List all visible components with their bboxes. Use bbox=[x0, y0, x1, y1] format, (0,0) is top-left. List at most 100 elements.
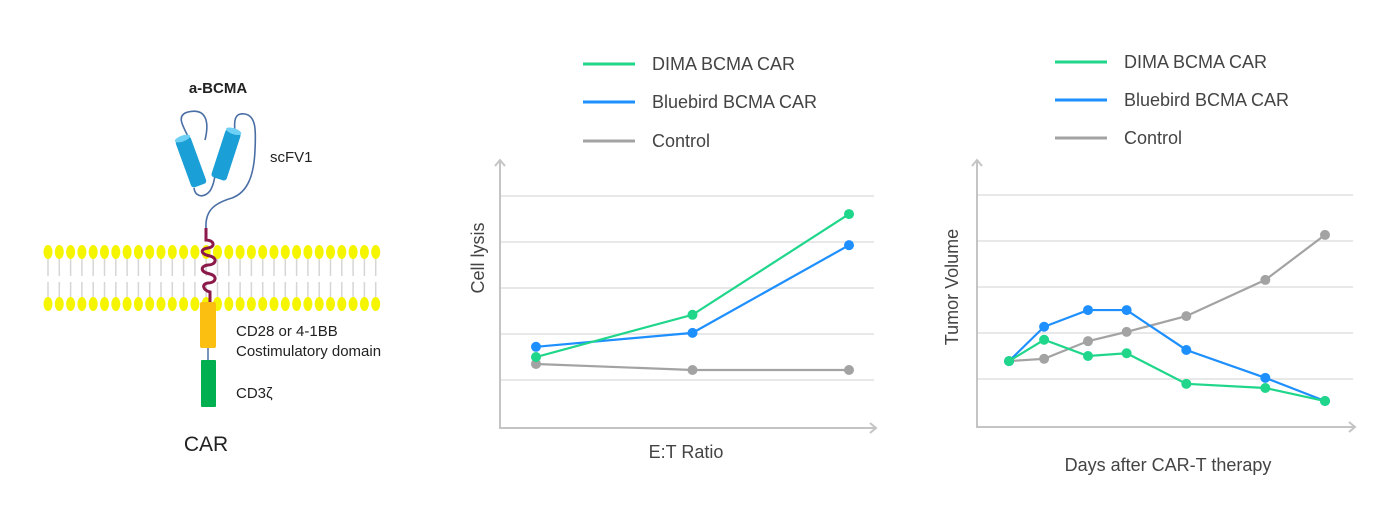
lipid-head bbox=[43, 297, 53, 311]
data-point bbox=[1320, 396, 1330, 407]
lipid-head bbox=[167, 245, 177, 259]
lipid-head bbox=[235, 245, 245, 259]
lipid-head bbox=[54, 297, 64, 311]
y-axis-label: Tumor Volume bbox=[942, 229, 962, 345]
lipid-head bbox=[303, 297, 313, 311]
legend-label: Control bbox=[1124, 128, 1182, 148]
lipid-head bbox=[66, 297, 76, 311]
lipid-head bbox=[348, 245, 358, 259]
y-axis-arrow-icon bbox=[971, 158, 983, 167]
data-point bbox=[687, 327, 698, 338]
cd3-label: CD3ζ bbox=[236, 385, 273, 402]
x-axis-arrow-icon bbox=[869, 422, 878, 434]
series-line-bluebird-bcma-car bbox=[1008, 308, 1326, 403]
lipid-head bbox=[258, 297, 268, 311]
lipid-head bbox=[77, 297, 87, 311]
axes bbox=[976, 160, 1355, 428]
costimulatory-domain bbox=[200, 302, 216, 348]
lipid-head bbox=[167, 297, 177, 311]
lipid-head bbox=[179, 297, 189, 311]
lipid-head bbox=[100, 297, 109, 311]
data-point bbox=[1004, 356, 1014, 367]
lipid-head bbox=[111, 245, 121, 259]
lipid-head bbox=[337, 245, 347, 259]
lipid-head bbox=[269, 245, 279, 259]
legend-label: Control bbox=[652, 131, 710, 151]
data-point bbox=[1121, 305, 1132, 316]
data-point bbox=[1260, 274, 1271, 285]
lipid-head bbox=[224, 245, 234, 259]
lipid-head bbox=[88, 297, 98, 311]
costim-label-2: Costimulatory domain bbox=[236, 343, 381, 360]
legend-item: DIMA BCMA CAR bbox=[1055, 52, 1267, 72]
lipid-head bbox=[145, 297, 155, 311]
lipid-head bbox=[292, 297, 302, 311]
lipid-head bbox=[246, 297, 256, 311]
data-point bbox=[531, 352, 541, 363]
lipid-head bbox=[122, 297, 132, 311]
data-point bbox=[1039, 321, 1050, 332]
data-point bbox=[1260, 383, 1271, 394]
data-point bbox=[1121, 326, 1132, 337]
legend-label: Bluebird BCMA CAR bbox=[652, 92, 817, 112]
lipid-head bbox=[190, 245, 200, 259]
data-point bbox=[1039, 334, 1050, 345]
lipid-head bbox=[145, 245, 155, 259]
legend-item: Control bbox=[583, 131, 710, 151]
lipid-head bbox=[337, 297, 347, 311]
data-point bbox=[1181, 344, 1192, 355]
lipid-head bbox=[326, 297, 335, 311]
costim-label-1: CD28 or 4-1BB bbox=[236, 323, 338, 340]
data-point bbox=[1181, 311, 1192, 322]
lipid-head bbox=[100, 245, 109, 259]
data-point bbox=[1320, 229, 1330, 240]
lipid-head bbox=[133, 297, 143, 311]
lipid-head bbox=[122, 245, 132, 259]
data-point bbox=[531, 341, 541, 352]
lipid-head bbox=[133, 245, 143, 259]
lipid-head bbox=[66, 245, 76, 259]
cd3-zeta-domain bbox=[201, 360, 216, 407]
scfv-label: scFV1 bbox=[270, 149, 313, 166]
lipid-head bbox=[190, 297, 200, 311]
data-point bbox=[1083, 305, 1093, 316]
lipid-head bbox=[348, 297, 358, 311]
lipid-head bbox=[280, 297, 290, 311]
y-axis-label: Cell lysis bbox=[468, 222, 488, 293]
lipid-head bbox=[326, 245, 335, 259]
hinge-transmembrane-helix bbox=[200, 228, 217, 302]
lipid-head bbox=[371, 245, 381, 259]
legend-label: Bluebird BCMA CAR bbox=[1124, 90, 1289, 110]
series-line-control bbox=[1008, 234, 1326, 363]
lipid-head bbox=[54, 245, 64, 259]
y-axis-arrow-icon bbox=[494, 158, 506, 167]
x-axis-label: Days after CAR-T therapy bbox=[1065, 455, 1272, 475]
data-point bbox=[1039, 353, 1050, 364]
data-point bbox=[844, 240, 854, 251]
data-point bbox=[531, 358, 541, 369]
series-line-dima-bcma-car bbox=[1008, 338, 1326, 403]
lipid-head bbox=[303, 245, 313, 259]
lipid-head bbox=[269, 297, 279, 311]
legend-item: Bluebird BCMA CAR bbox=[1055, 90, 1289, 110]
lipid-head bbox=[77, 245, 87, 259]
lipid-head bbox=[156, 245, 166, 259]
lipid-head bbox=[292, 245, 302, 259]
legend-item: DIMA BCMA CAR bbox=[583, 54, 795, 74]
axes bbox=[499, 160, 876, 429]
data-point bbox=[687, 365, 698, 375]
cell-membrane bbox=[43, 245, 381, 311]
lipid-head bbox=[235, 297, 245, 311]
lipid-head bbox=[88, 245, 98, 259]
lipid-head bbox=[43, 245, 53, 259]
lipid-head bbox=[371, 297, 381, 311]
x-axis-arrow-icon bbox=[1348, 421, 1357, 433]
diagram-title: CAR bbox=[184, 433, 228, 456]
scfv-left-cylinder bbox=[174, 134, 207, 188]
legend-item: Control bbox=[1055, 128, 1182, 148]
lipid-head bbox=[224, 297, 234, 311]
lipid-head bbox=[359, 297, 369, 311]
legend-label: DIMA BCMA CAR bbox=[1124, 52, 1267, 72]
data-point bbox=[1083, 351, 1093, 362]
